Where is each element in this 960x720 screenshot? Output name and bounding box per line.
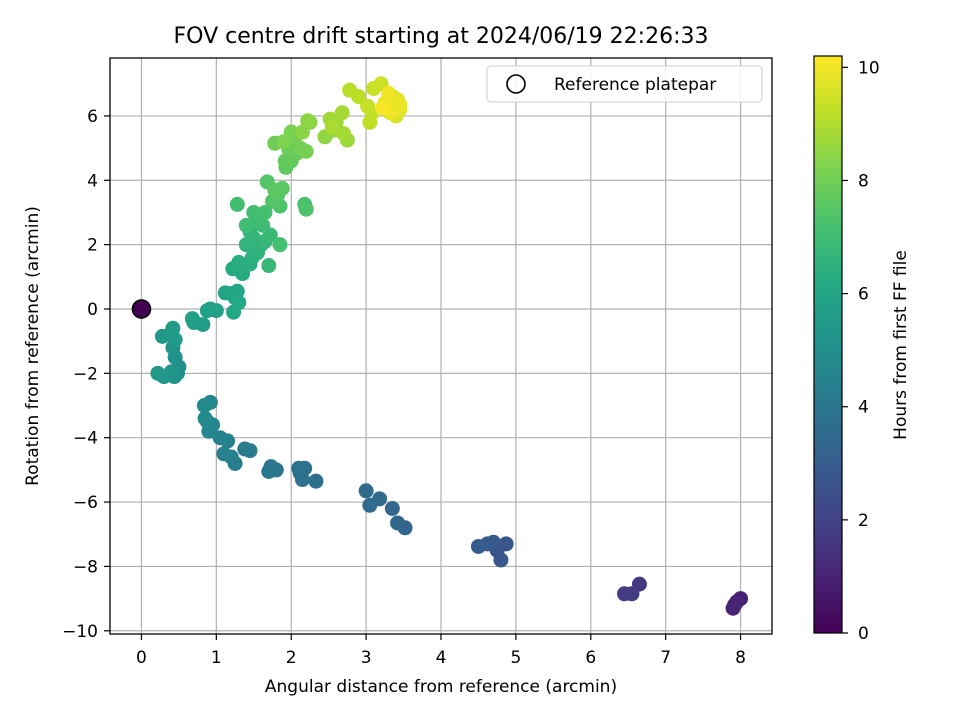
reference-platepar-marker [131,299,152,319]
data-point [725,600,741,616]
x-tick-label: 8 [735,648,746,668]
y-tick-label: −4 [73,429,98,449]
data-point [216,446,232,462]
plot-frame [109,57,773,635]
data-point [231,254,247,270]
data-point [291,460,307,476]
colorbar-tick-label: 8 [858,171,869,191]
data-point [167,332,183,348]
data-point [255,217,271,233]
y-tick-label: −6 [73,493,98,513]
colorbar-tick-label: 0 [858,624,869,644]
x-tick-label: 6 [585,648,596,668]
data-point [362,497,378,513]
data-point [150,365,166,381]
data-point [212,430,228,446]
x-tick-label: 3 [361,648,372,668]
colorbar-label: Hours from first FF file [891,250,911,440]
data-point [154,328,170,344]
x-tick-label: 0 [136,648,147,668]
data-point [334,105,350,121]
y-tick-label: 4 [87,171,98,191]
legend-open-circle-marker [506,74,526,94]
x-tick-label: 2 [286,648,297,668]
data-point [276,134,292,150]
y-axis-ticks: −10 −8 −6 −4 −2 0 2 4 6 [62,107,110,642]
legend-entry-label: Reference platepar [554,75,716,95]
data-point [298,201,314,217]
data-point [246,204,262,220]
data-point [229,196,245,212]
data-point [360,98,376,114]
data-point [300,113,316,129]
data-point [267,182,283,198]
data-point [384,501,400,517]
y-tick-label: 0 [87,300,98,320]
data-point [261,258,277,274]
chart-title: FOV centre drift starting at 2024/06/19 … [174,24,709,49]
legend: Reference platepar [486,65,763,103]
data-point [470,538,486,554]
colorbar-tick-label: 2 [858,511,869,531]
data-point [184,311,200,327]
y-tick-label: −2 [73,364,98,384]
data-point [277,153,293,169]
data-point [294,124,310,140]
x-tick-label: 4 [436,648,447,668]
data-point [358,483,374,499]
data-points [150,76,749,616]
data-point [390,515,406,531]
data-point [351,89,367,105]
data-point [324,119,340,135]
y-tick-label: −8 [73,557,98,577]
data-point [196,398,212,414]
data-point [261,463,277,479]
colorbar-tick-label: 6 [858,285,869,305]
data-point [381,85,397,101]
data-point [237,441,253,457]
data-point [616,586,632,602]
data-point [272,237,288,253]
colorbar-ticks: 0 2 4 6 8 10 [842,58,880,644]
y-axis-label: Rotation from reference (arcmin) [23,206,43,486]
data-point [197,410,213,426]
y-tick-label: 6 [87,107,98,127]
data-point [202,301,218,317]
y-tick-label: 2 [87,236,98,256]
data-point [257,204,273,220]
data-point [298,143,314,159]
x-axis-label: Angular distance from reference (arcmin) [265,677,617,697]
legend-box [486,65,763,103]
data-point [336,126,352,142]
x-axis-ticks: 0 1 2 3 4 5 6 7 8 [136,634,746,668]
data-point [165,320,181,336]
x-tick-label: 5 [510,648,521,668]
plot-axes: 0 1 2 3 4 5 6 7 8 −10 −8 −6 −4 −2 0 2 4 6 [62,57,773,668]
data-point [375,100,391,116]
colorbar-tick-label: 4 [858,398,869,418]
x-tick-label: 7 [660,648,671,668]
colorbar-tick-label: 10 [858,58,880,78]
colorbar-gradient [813,55,843,634]
data-point [238,217,254,233]
data-point [308,473,324,489]
y-tick-label: −10 [62,622,98,642]
colorbar: 0 2 4 6 8 10 Hours from first FF file [813,55,911,644]
x-tick-label: 1 [211,648,222,668]
data-point [229,283,245,299]
data-point [231,295,247,311]
